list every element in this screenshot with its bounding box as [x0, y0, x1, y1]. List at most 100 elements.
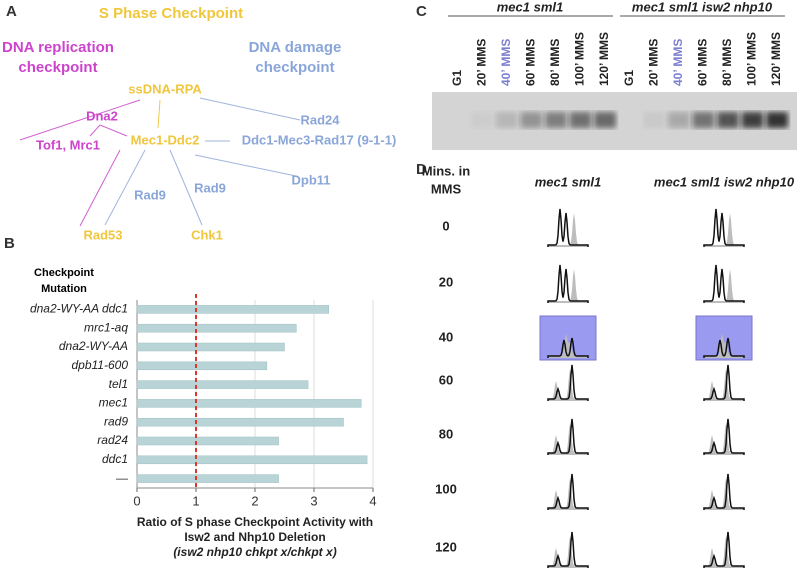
category-label: mrc1-aq	[84, 320, 128, 334]
lane-label: 100’ MMS	[573, 32, 587, 86]
edge	[99, 124, 128, 137]
lane-label: 60’ MMS	[524, 39, 538, 86]
lane-label: 40’ MMS	[499, 39, 513, 86]
lane-label: 60’ MMS	[696, 39, 710, 86]
histogram-sample	[703, 337, 745, 358]
node-label: Dpb11	[291, 172, 330, 187]
gel-band	[741, 112, 764, 128]
group-label: mec1 sml1	[497, 0, 564, 14]
row-label: 100	[435, 481, 457, 496]
y-axis-label: Mutation	[41, 283, 87, 295]
edge	[89, 124, 101, 137]
histogram-sample	[703, 418, 745, 455]
edge	[157, 99, 161, 129]
lane-label: 80’ MMS	[548, 39, 562, 86]
lane-label: 100’ MMS	[745, 32, 759, 86]
x-tick-label: 0	[133, 493, 140, 508]
row-label: 40	[439, 329, 453, 344]
histogram-sample	[703, 264, 745, 303]
bar	[136, 305, 329, 314]
histogram-sample	[547, 337, 589, 358]
histogram-sample	[547, 531, 589, 568]
bar	[136, 342, 285, 352]
histogram-sample	[547, 208, 589, 247]
lane-label: 40’ MMS	[671, 39, 685, 86]
category-label: ddc1	[102, 452, 128, 466]
category-label: tel1	[109, 377, 128, 391]
row-label: 80	[439, 426, 453, 441]
node-label: DNA replication	[2, 39, 114, 56]
row-header: MMS	[431, 181, 462, 196]
bar	[136, 361, 268, 371]
gel-band	[496, 112, 518, 128]
gel-band	[717, 112, 739, 128]
category-label: dna2-WY-AA ddc1	[30, 302, 128, 316]
lane-label: 120’ MMS	[597, 32, 611, 86]
diagram-title: S Phase Checkpoint	[99, 5, 243, 22]
node-label: Rad9	[134, 187, 166, 202]
row-label: 0	[442, 218, 449, 233]
lane-label: 20’ MMS	[647, 39, 661, 86]
category-label: dpb11-600	[72, 358, 129, 372]
histogram-sample	[703, 473, 745, 510]
column-header: mec1 sml1 isw2 nhp10	[654, 174, 795, 189]
panel-letter: A	[6, 3, 17, 20]
x-tick-label: 2	[251, 493, 258, 508]
histogram-sample	[547, 473, 589, 510]
panel-letter: D	[416, 161, 427, 178]
node-label: DNA damage	[249, 39, 342, 56]
node-label: Tof1, Mrc1	[36, 137, 100, 152]
histogram-sample	[547, 264, 589, 303]
panel-b: B Checkpoint Mutation 0 1 2 3 4 dna2-WY-AA ddc1 m…	[4, 235, 377, 559]
node-label: Rad24	[300, 112, 340, 127]
lane-label: 20’ MMS	[475, 39, 489, 86]
x-axis-label: Ratio of S phase Checkpoint Activity wit…	[137, 515, 373, 529]
bar	[136, 474, 279, 483]
histogram-sample	[547, 364, 589, 401]
edge	[169, 149, 203, 226]
gel-band	[668, 112, 690, 128]
category-label: dna2-WY-AA	[59, 339, 128, 353]
node-label: checkpoint	[255, 59, 334, 76]
histogram-g1	[704, 423, 744, 455]
panel-letter: B	[4, 235, 15, 252]
histogram-g1	[548, 536, 588, 568]
lane-label: 80’ MMS	[720, 39, 734, 86]
node-label: Rad53	[83, 227, 122, 242]
row-header: Mins. in	[422, 163, 470, 178]
histogram-g1	[704, 369, 744, 401]
panel-a: A S Phase Checkpoint DNA replication checkp…	[2, 3, 396, 242]
category-label: —	[115, 471, 129, 485]
edge	[194, 154, 297, 177]
gel-band	[471, 112, 494, 128]
histogram-g1	[548, 478, 588, 510]
gel-band	[766, 112, 788, 128]
row-label: 120	[435, 539, 457, 554]
x-tick-label: 4	[369, 493, 376, 508]
node-label: Dna2	[86, 108, 118, 123]
lane-label: G1	[622, 70, 636, 86]
bar	[136, 399, 362, 408]
node-label: Mec1-Ddc2	[131, 132, 200, 147]
x-axis-label: (isw2 nhp10 chkpt x/chkpt x)	[173, 545, 336, 559]
bar	[136, 436, 279, 446]
histogram-g1	[548, 333, 588, 358]
bar	[136, 323, 297, 333]
node-label: Ddc1-Mec3-Rad17 (9-1-1)	[242, 132, 397, 147]
gel-band	[594, 112, 616, 128]
edges	[19, 97, 301, 227]
x-tick-label: 3	[310, 493, 317, 508]
gel-band	[692, 112, 715, 128]
histogram-sample	[703, 364, 745, 401]
x-axis-label: Isw2 and Nhp10 Deletion	[184, 530, 325, 544]
category-label: rad24	[97, 433, 128, 447]
bar	[136, 380, 309, 389]
bar	[136, 455, 368, 465]
histogram-sample	[547, 418, 589, 455]
category-label: rad9	[104, 414, 128, 428]
edge	[104, 149, 146, 226]
